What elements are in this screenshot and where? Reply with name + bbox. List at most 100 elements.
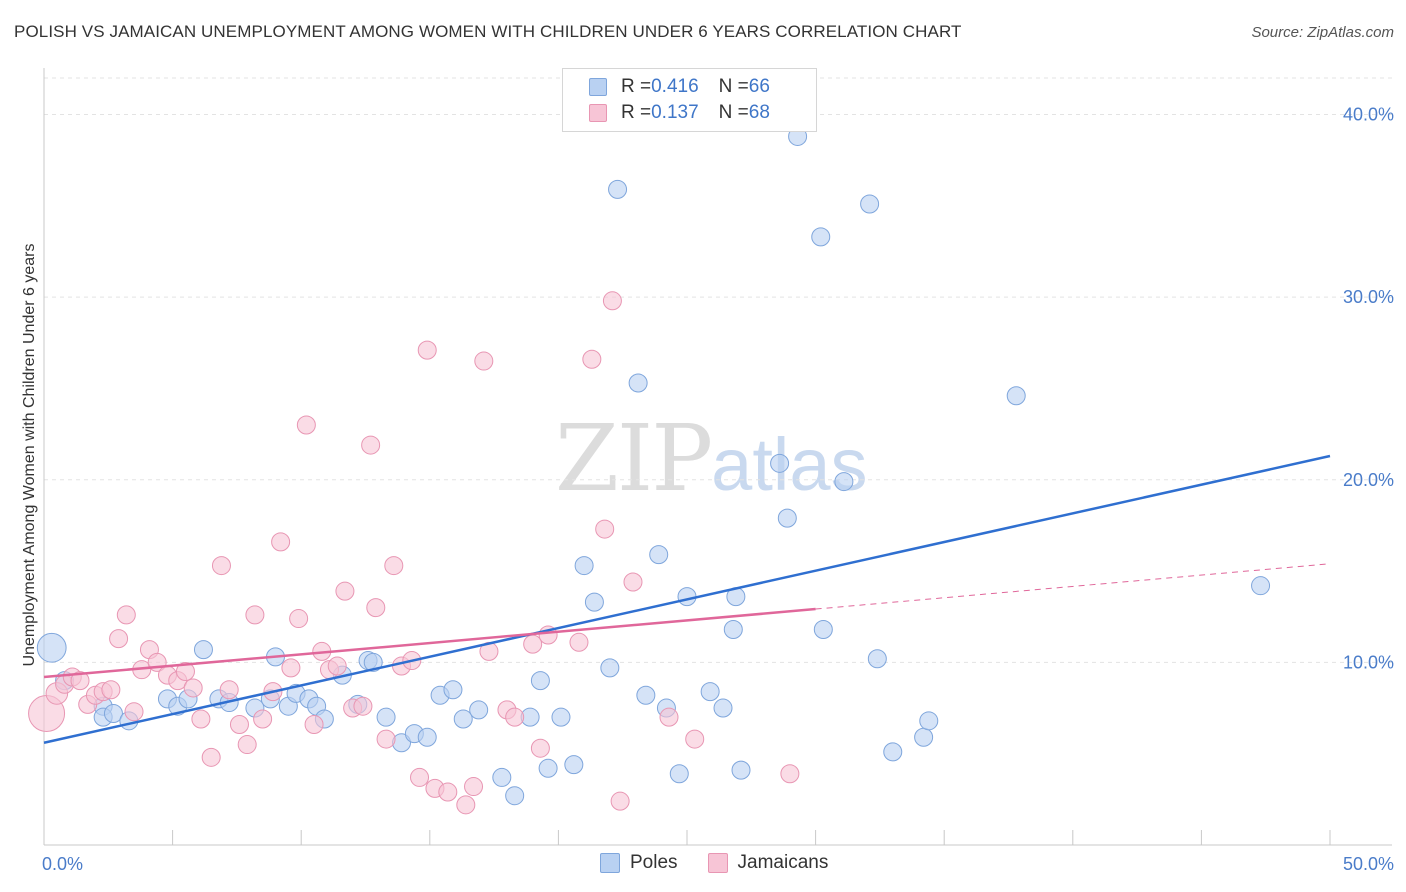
jamaicans-point <box>523 634 543 654</box>
poles-point <box>574 556 594 576</box>
poles-point <box>813 620 833 640</box>
jamaicans-legend-swatch <box>707 853 728 873</box>
y-tick-label: 30.0% <box>1343 287 1394 307</box>
jamaicans-point <box>582 349 602 369</box>
poles-point <box>584 592 604 612</box>
legend-row-jamaicans: R = 0.137 N = 68 <box>589 101 770 125</box>
chart-title: POLISH VS JAMAICAN UNEMPLOYMENT AMONG WO… <box>14 22 962 41</box>
jamaicans-point <box>175 662 195 682</box>
poles-point <box>538 758 558 778</box>
jamaicans-points <box>28 291 800 815</box>
poles-r-label: R = <box>621 76 652 97</box>
jamaicans-point <box>116 605 136 625</box>
jamaicans-point <box>410 767 430 787</box>
poles-point <box>417 727 437 747</box>
jamaicans-point <box>201 747 221 767</box>
poles-n-label: N = <box>718 76 749 97</box>
jamaicans-point <box>464 777 484 797</box>
correlation-legend: R = 0.416 N = 66 R = 0.137 N = 68 <box>562 68 817 132</box>
jamaicans-point <box>361 435 381 455</box>
poles-r-value: 0.416 <box>651 76 699 97</box>
poles-point <box>649 545 669 565</box>
jamaicans-point <box>335 581 355 601</box>
jamaicans-point <box>474 351 494 371</box>
x-tick-label-max: 50.0% <box>1343 854 1394 874</box>
poles-point <box>811 227 831 247</box>
jamaicans-point <box>253 709 273 729</box>
poles-point <box>505 786 525 806</box>
jamaicans-point <box>211 556 231 576</box>
jamaicans-point <box>296 415 316 435</box>
y-tick-label: 40.0% <box>1343 105 1394 125</box>
jamaicans-point <box>505 707 525 727</box>
poles-point <box>551 707 571 727</box>
poles-point <box>453 709 473 729</box>
jamaicans-swatch <box>589 104 607 122</box>
y-tick-label: 20.0% <box>1343 470 1394 490</box>
poles-point <box>363 652 383 672</box>
poles-points <box>36 126 1271 806</box>
jamaicans-point <box>353 696 373 716</box>
poles-point <box>834 472 854 492</box>
jamaicans-trend-line <box>43 607 816 679</box>
jamaicans-point <box>595 519 615 539</box>
jamaicans-point <box>456 795 476 815</box>
tick-labels: 10.0% 20.0% 30.0% 40.0% 0.0% 50.0% <box>42 105 1394 874</box>
legend-item-poles: Poles <box>600 852 678 874</box>
poles-point <box>860 194 880 214</box>
jamaicans-point <box>109 629 129 649</box>
poles-point <box>36 632 67 663</box>
jamaicans-point <box>417 340 437 360</box>
jamaicans-point <box>191 709 211 729</box>
poles-point <box>636 685 656 705</box>
grid-lines <box>44 77 1392 663</box>
jamaicans-point <box>245 605 265 625</box>
poles-point <box>777 508 797 528</box>
poles-point <box>608 179 628 199</box>
jamaicans-point <box>237 735 257 755</box>
poles-point <box>1251 576 1271 596</box>
watermark-zip: ZIP <box>555 405 713 512</box>
poles-point <box>564 755 584 775</box>
jamaicans-point <box>685 729 705 749</box>
poles-point <box>669 764 689 784</box>
jamaicans-n-label: N = <box>718 102 749 123</box>
poles-point <box>1006 386 1026 406</box>
jamaicans-point <box>281 658 301 678</box>
jamaicans-r-value: 0.137 <box>651 102 699 123</box>
poles-point <box>376 707 396 727</box>
jamaicans-r-label: R = <box>621 102 652 123</box>
watermark: ZIPatlas <box>555 405 867 512</box>
jamaicans-point <box>101 680 121 700</box>
poles-point <box>628 373 648 393</box>
jamaicans-point <box>219 680 239 700</box>
poles-point <box>867 649 887 669</box>
poles-point <box>492 767 512 787</box>
jamaicans-trend-extension <box>815 563 1331 610</box>
poles-point <box>600 658 620 678</box>
jamaicans-point <box>569 632 589 652</box>
poles-point <box>677 587 697 607</box>
watermark-atlas: atlas <box>711 423 868 506</box>
jamaicans-point <box>70 671 90 691</box>
poles-legend-label: Poles <box>630 852 678 873</box>
legend-row-poles: R = 0.416 N = 66 <box>589 75 770 99</box>
poles-point <box>530 671 550 691</box>
poles-point <box>919 711 939 731</box>
legend-item-jamaicans: Jamaicans <box>707 852 829 874</box>
poles-point <box>700 682 720 702</box>
poles-point <box>713 698 733 718</box>
jamaicans-point <box>304 714 324 734</box>
jamaicans-point <box>602 291 622 311</box>
poles-point <box>103 704 123 724</box>
jamaicans-point <box>271 532 291 552</box>
jamaicans-point <box>289 609 309 629</box>
poles-point <box>731 760 751 780</box>
poles-legend-swatch <box>600 853 620 873</box>
jamaicans-legend-label: Jamaicans <box>737 852 829 873</box>
poles-trend-line <box>43 454 1331 744</box>
series-legend: Poles Jamaicans <box>600 852 858 874</box>
y-tick-label: 10.0% <box>1343 652 1394 672</box>
jamaicans-point <box>183 678 203 698</box>
